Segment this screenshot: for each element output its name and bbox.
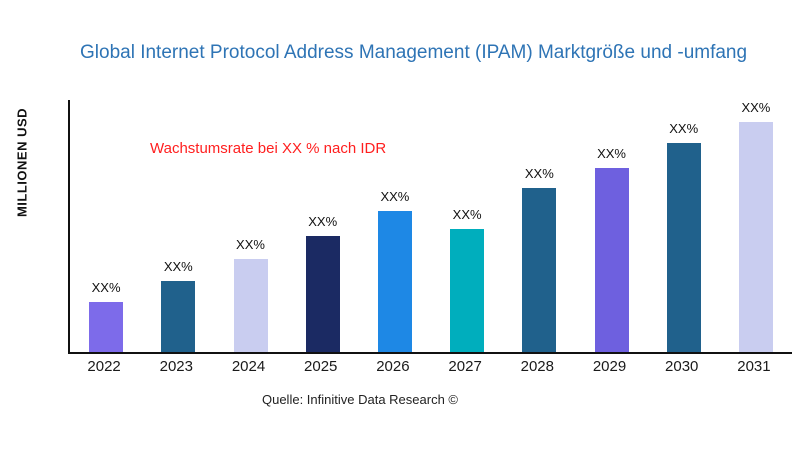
x-tick-label: 2030	[665, 358, 699, 375]
bar	[305, 236, 340, 352]
bar-column: XX%	[142, 100, 214, 352]
bar-value-label: XX%	[597, 146, 626, 162]
x-tick-label: 2031	[737, 358, 771, 375]
x-axis-ticks: 2022 2023 2024 2025 2026 2027 2028 2029 2030 2031	[68, 358, 790, 375]
bar-column: XX%	[575, 100, 647, 352]
bar-value-label: XX%	[236, 236, 265, 252]
bar-column: XX%	[214, 100, 286, 352]
growth-rate-annotation: Wachstumsrate bei XX % nach IDR	[150, 140, 387, 157]
bar	[666, 142, 701, 352]
bar	[738, 122, 773, 352]
bar-column: XX%	[720, 100, 792, 352]
bar	[161, 281, 196, 352]
bar-value-label: XX%	[308, 214, 338, 230]
bar-value-label: XX%	[452, 206, 482, 222]
bar-column: XX%	[359, 100, 431, 352]
bar	[89, 301, 124, 352]
bar-column: XX%	[648, 100, 720, 352]
bar	[233, 258, 268, 352]
source-attribution: Quelle: Infinitive Data Research ©	[261, 392, 458, 407]
bar	[522, 188, 557, 352]
bar-column: XX%	[70, 100, 142, 352]
x-tick-label: 2028	[520, 358, 554, 375]
bar-value-label: XX%	[163, 259, 193, 275]
plot-area: XX% XX% XX% XX% XX% XX% XX% XX% XX% XX%	[68, 100, 792, 354]
bar-column: XX%	[431, 100, 503, 352]
x-tick-label: 2025	[304, 358, 338, 375]
bar-value-label: XX%	[91, 279, 121, 295]
x-tick-label: 2022	[87, 358, 121, 375]
x-tick-label: 2024	[231, 358, 266, 375]
x-tick-label: 2027	[448, 358, 482, 375]
bar	[594, 168, 629, 352]
x-tick-label: 2023	[159, 358, 193, 375]
x-tick-label: 2026	[376, 358, 410, 375]
bar-value-label: XX%	[524, 166, 554, 182]
bar-value-label: XX%	[669, 120, 699, 136]
bar-column: XX%	[503, 100, 575, 352]
y-axis-label: MILLIONEN USD	[14, 107, 30, 218]
bar-column: XX%	[287, 100, 359, 352]
x-tick-label: 2029	[592, 358, 627, 375]
bar	[377, 210, 412, 352]
bar-value-label: XX%	[380, 188, 410, 204]
bar	[450, 228, 485, 352]
chart-title: Global Internet Protocol Address Managem…	[80, 42, 748, 63]
bar-value-label: XX%	[741, 100, 771, 115]
